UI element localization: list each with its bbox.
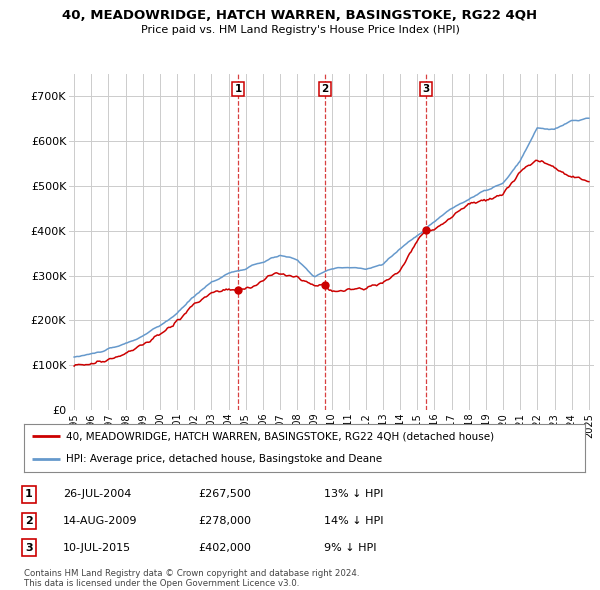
Text: 40, MEADOWRIDGE, HATCH WARREN, BASINGSTOKE, RG22 4QH (detached house): 40, MEADOWRIDGE, HATCH WARREN, BASINGSTO… — [66, 431, 494, 441]
Text: 2: 2 — [25, 516, 32, 526]
Text: Price paid vs. HM Land Registry's House Price Index (HPI): Price paid vs. HM Land Registry's House … — [140, 25, 460, 35]
Text: 3: 3 — [423, 84, 430, 94]
Text: HPI: Average price, detached house, Basingstoke and Deane: HPI: Average price, detached house, Basi… — [66, 454, 382, 464]
Text: 10-JUL-2015: 10-JUL-2015 — [63, 543, 131, 552]
Text: £278,000: £278,000 — [198, 516, 251, 526]
Text: 9% ↓ HPI: 9% ↓ HPI — [324, 543, 377, 552]
Text: 14% ↓ HPI: 14% ↓ HPI — [324, 516, 383, 526]
Text: 1: 1 — [235, 84, 242, 94]
Text: 26-JUL-2004: 26-JUL-2004 — [63, 490, 131, 499]
Text: 3: 3 — [25, 543, 32, 552]
Text: 40, MEADOWRIDGE, HATCH WARREN, BASINGSTOKE, RG22 4QH: 40, MEADOWRIDGE, HATCH WARREN, BASINGSTO… — [62, 9, 538, 22]
Text: 2: 2 — [322, 84, 329, 94]
Text: 1: 1 — [25, 490, 32, 499]
Text: £267,500: £267,500 — [198, 490, 251, 499]
Text: 13% ↓ HPI: 13% ↓ HPI — [324, 490, 383, 499]
Text: £402,000: £402,000 — [198, 543, 251, 552]
Text: 14-AUG-2009: 14-AUG-2009 — [63, 516, 137, 526]
Text: Contains HM Land Registry data © Crown copyright and database right 2024.
This d: Contains HM Land Registry data © Crown c… — [24, 569, 359, 588]
